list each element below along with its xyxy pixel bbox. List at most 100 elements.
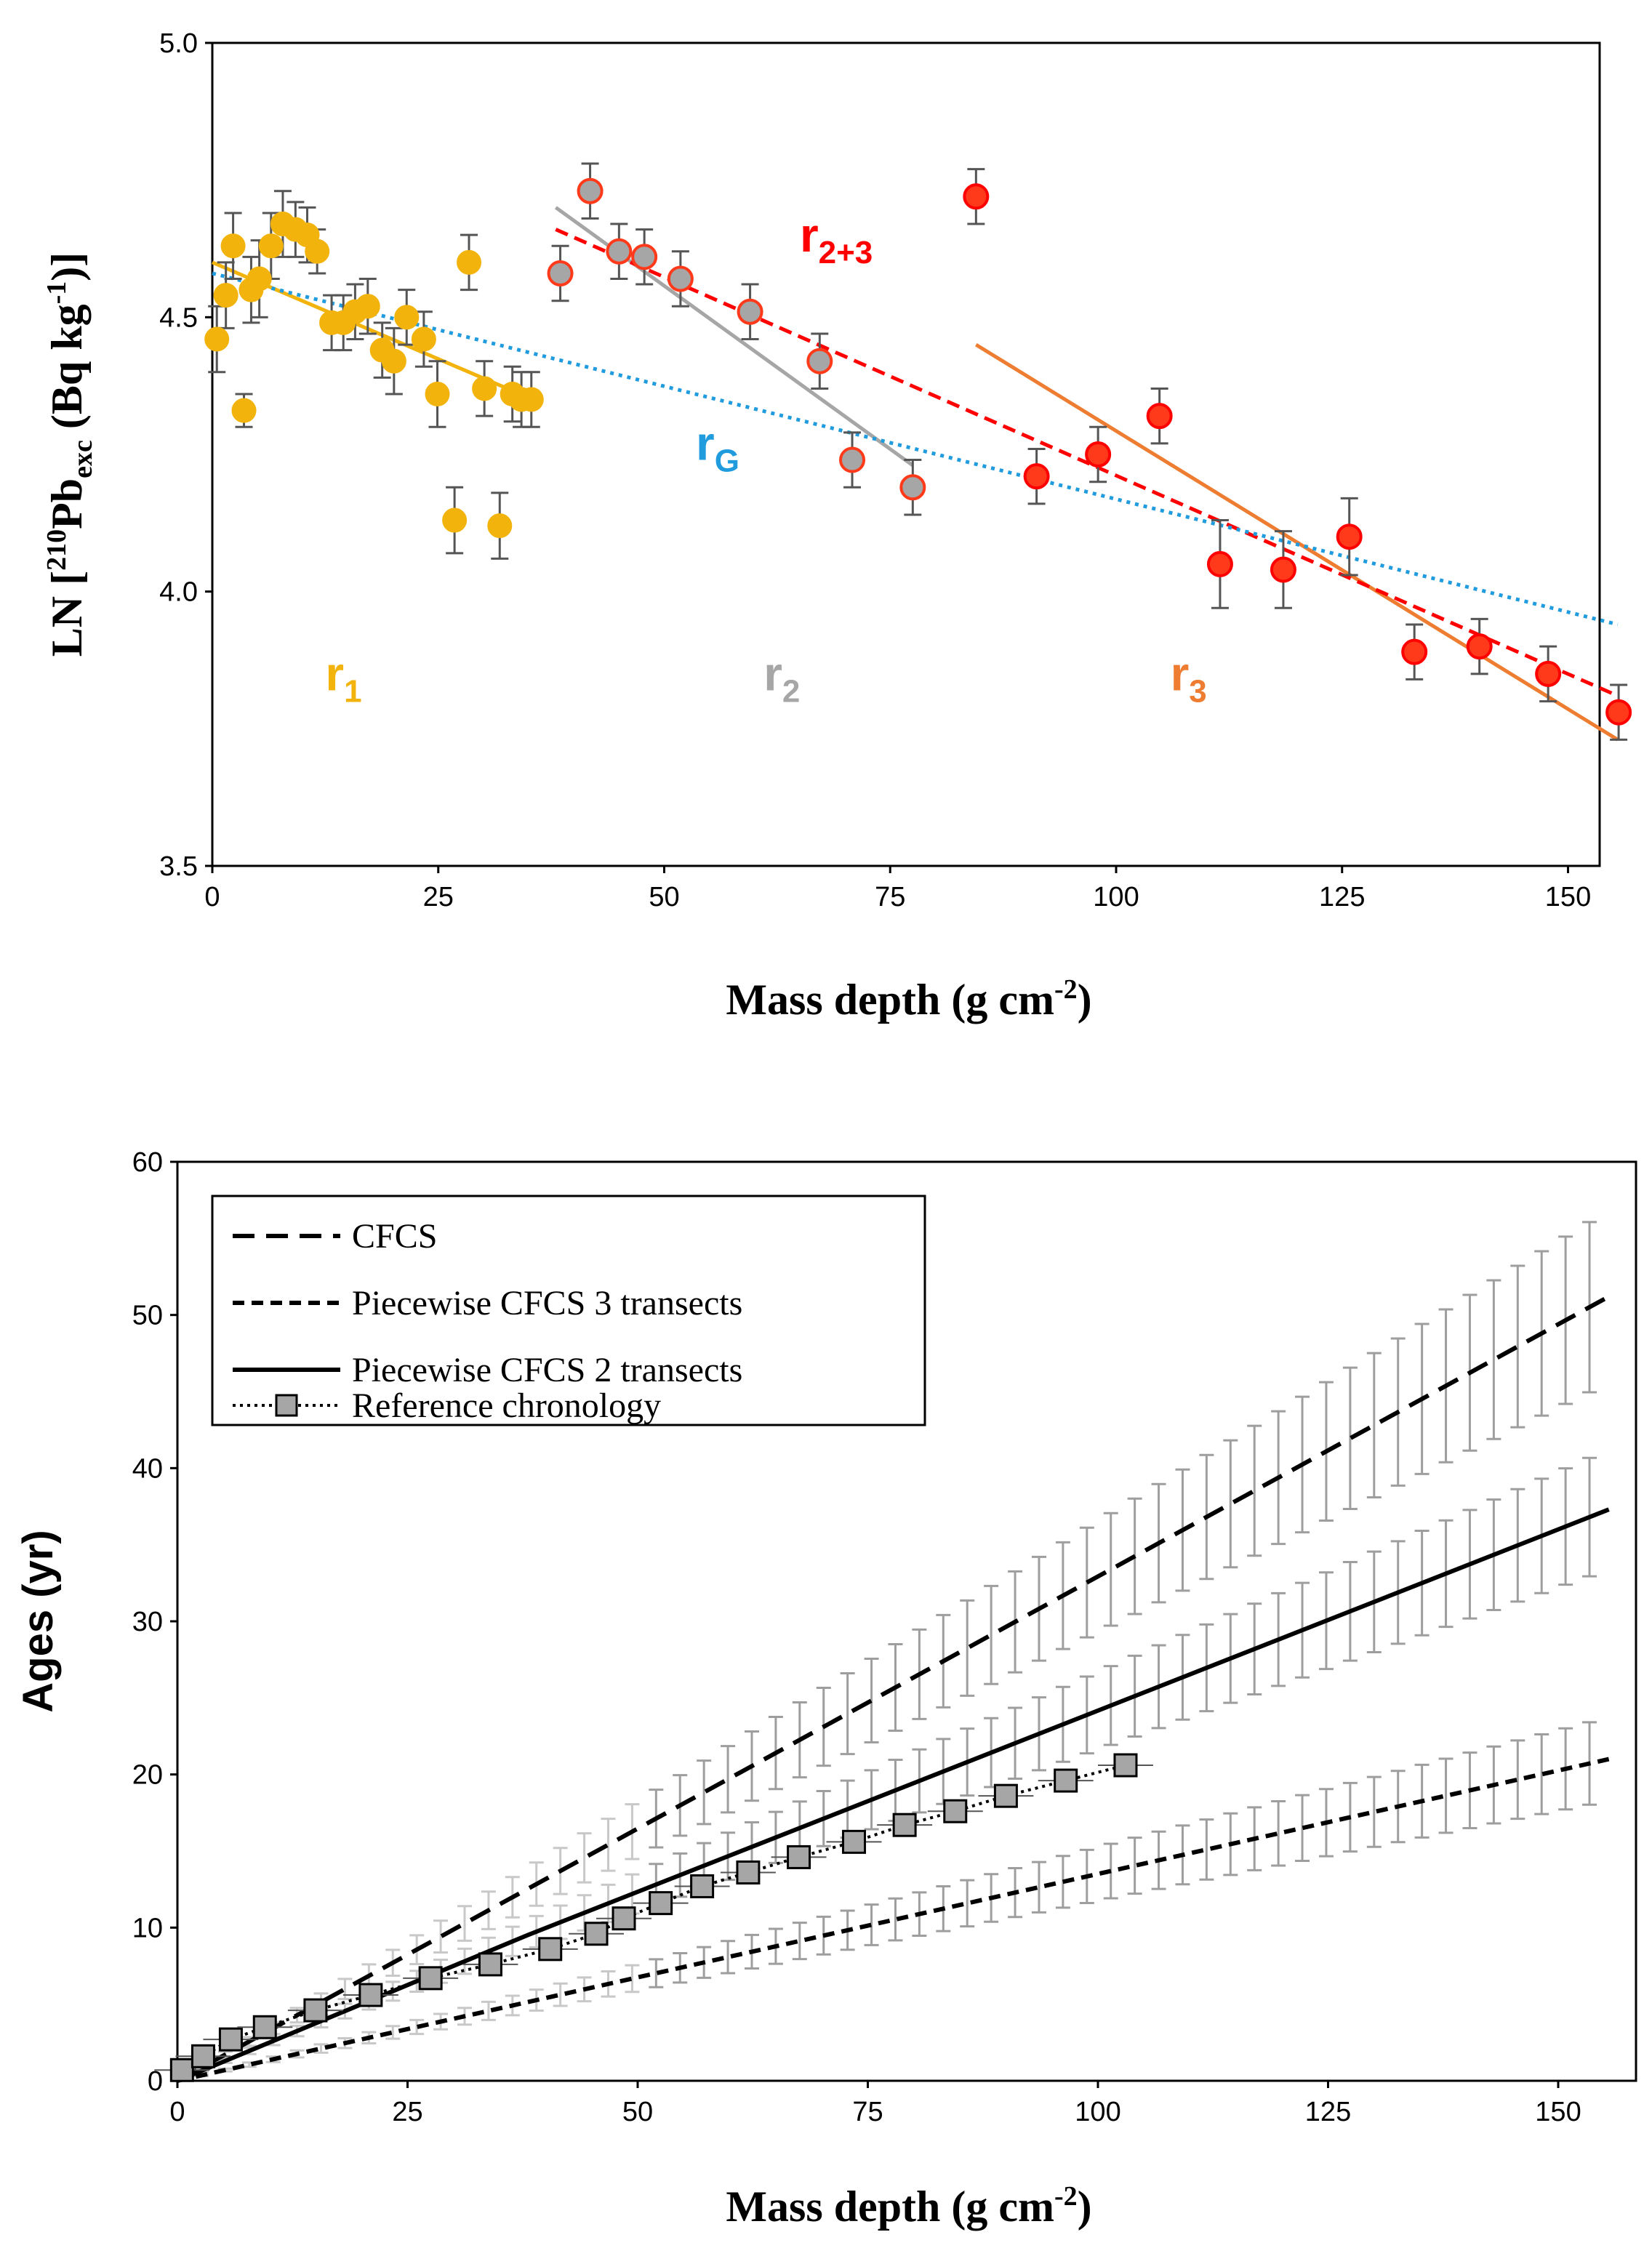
top-x-tick-labels: 0 25 50 75 100 125 150 (204, 866, 1591, 912)
reference-line (181, 1764, 1126, 2071)
series-label-1: r1 (325, 647, 361, 710)
bottom-y-tick-label: 10 (132, 1913, 163, 1943)
bottom-y-tick-labels: 0 10 20 30 40 50 60 (132, 1147, 177, 2097)
bottom-y-tick-label: 0 (148, 2066, 163, 2097)
series-line-2 (176, 1507, 1610, 2083)
reference-point (478, 1952, 502, 1977)
legend-label-cfcs: CFCS (352, 1217, 437, 1256)
bottom-x-tick-label: 75 (852, 2097, 883, 2127)
reference-point (584, 1922, 609, 1946)
data-point (1146, 403, 1173, 430)
data-point (1270, 556, 1296, 583)
top-x-tick-label: 125 (1319, 882, 1365, 912)
series-label-2+3: r2+3 (800, 208, 873, 270)
data-point (472, 376, 497, 401)
series-label-G: rG (696, 417, 739, 479)
data-point (899, 474, 926, 501)
reference-point (892, 1813, 917, 1837)
bottom-reference-points (154, 1753, 1153, 2082)
data-point (1336, 523, 1363, 550)
data-point (258, 233, 284, 259)
data-point (425, 381, 450, 406)
reference-point (993, 1783, 1018, 1808)
data-point (667, 265, 694, 292)
legend-label-reference: Reference chronology (352, 1386, 661, 1425)
data-point (1206, 550, 1233, 577)
top-chart: 3.5 4.0 4.5 5.0 0 25 50 75 100 125 150 r1 r2 r3 rG r2… (41, 28, 1632, 1024)
data-point (1466, 633, 1493, 660)
reference-point (358, 1983, 383, 2007)
data-point (394, 305, 420, 330)
data-point (577, 177, 604, 204)
legend-marker-reference (275, 1394, 298, 1417)
top-y-tick-label: 3.5 (159, 851, 198, 882)
data-point (204, 326, 230, 352)
data-point (355, 294, 380, 319)
legend-box (211, 1195, 926, 1426)
top-x-axis-title: Mass depth (g cm-2) (726, 974, 1091, 1024)
reference-point (690, 1874, 715, 1898)
top-x-tick-label: 150 (1545, 882, 1591, 912)
data-point (606, 238, 633, 265)
top-x-tick-label: 75 (875, 882, 905, 912)
reference-point (943, 1799, 968, 1823)
top-y-tick-label: 5.0 (159, 28, 198, 59)
reference-point (169, 2058, 194, 2082)
bottom-y-tick-label: 30 (132, 1607, 163, 1637)
top-data-points (204, 177, 1632, 726)
fit-line-rG (212, 271, 1619, 627)
data-point (487, 513, 513, 539)
top-y-tick-label: 4.5 (159, 302, 198, 333)
data-point (231, 398, 257, 423)
data-point (457, 249, 482, 275)
series-label-3: r3 (1171, 647, 1207, 710)
reference-point (191, 2044, 215, 2068)
data-point (246, 266, 272, 292)
top-x-tick-label: 50 (649, 882, 679, 912)
reference-point (649, 1891, 673, 1916)
bottom-x-axis-title: Mass depth (g cm-2) (726, 2181, 1091, 2231)
top-x-tick-label: 25 (423, 882, 454, 912)
data-point (839, 446, 866, 473)
legend-label-2-transects: Piecewise CFCS 2 transects (352, 1351, 742, 1389)
top-plot-area (211, 41, 1601, 867)
legend: CFCS Piecewise CFCS 3 transects Piecewis… (211, 1195, 926, 1426)
series-label-2: r2 (763, 647, 800, 710)
top-y-axis-title: LN [210Pbexc (Bq kg-1)] (41, 252, 98, 657)
reference-point (612, 1906, 636, 1931)
bottom-x-tick-labels: 0 25 50 75 100 125 150 (169, 2081, 1581, 2127)
bottom-y-tick-label: 60 (132, 1147, 163, 1178)
reference-point (303, 1998, 328, 2023)
bottom-x-tick-label: 25 (392, 2097, 422, 2127)
data-point (411, 326, 436, 352)
bottom-y-axis-title: Ages (yr) (15, 1530, 62, 1712)
reference-point (218, 2027, 243, 2052)
fit-line-r3 (975, 342, 1619, 742)
bottom-x-tick-label: 50 (622, 2097, 653, 2127)
fit-line-r2+3 (555, 228, 1619, 698)
data-point (963, 183, 990, 210)
data-point (1605, 699, 1632, 726)
reference-point (736, 1860, 761, 1884)
reference-point (842, 1829, 867, 1854)
reference-point (418, 1966, 443, 1991)
data-point (442, 507, 468, 533)
data-point (1401, 638, 1428, 665)
data-point (806, 348, 833, 374)
bottom-x-tick-label: 150 (1535, 2097, 1581, 2127)
bottom-x-tick-label: 100 (1075, 2097, 1120, 2127)
bottom-y-tick-label: 50 (132, 1301, 163, 1331)
legend-label-3-transects: Piecewise CFCS 3 transects (352, 1284, 742, 1322)
top-x-tick-label: 0 (204, 882, 220, 912)
data-point (631, 244, 658, 270)
data-point (1535, 660, 1562, 687)
data-point (1085, 441, 1112, 467)
data-point (381, 348, 406, 374)
data-point (547, 260, 574, 286)
bottom-y-tick-label: 40 (132, 1453, 163, 1484)
data-point (737, 298, 763, 325)
reference-point (787, 1844, 811, 1869)
series-line-0 (176, 1294, 1611, 2083)
top-series-labels: r1 r2 r3 rG r2+3 (325, 208, 1206, 710)
